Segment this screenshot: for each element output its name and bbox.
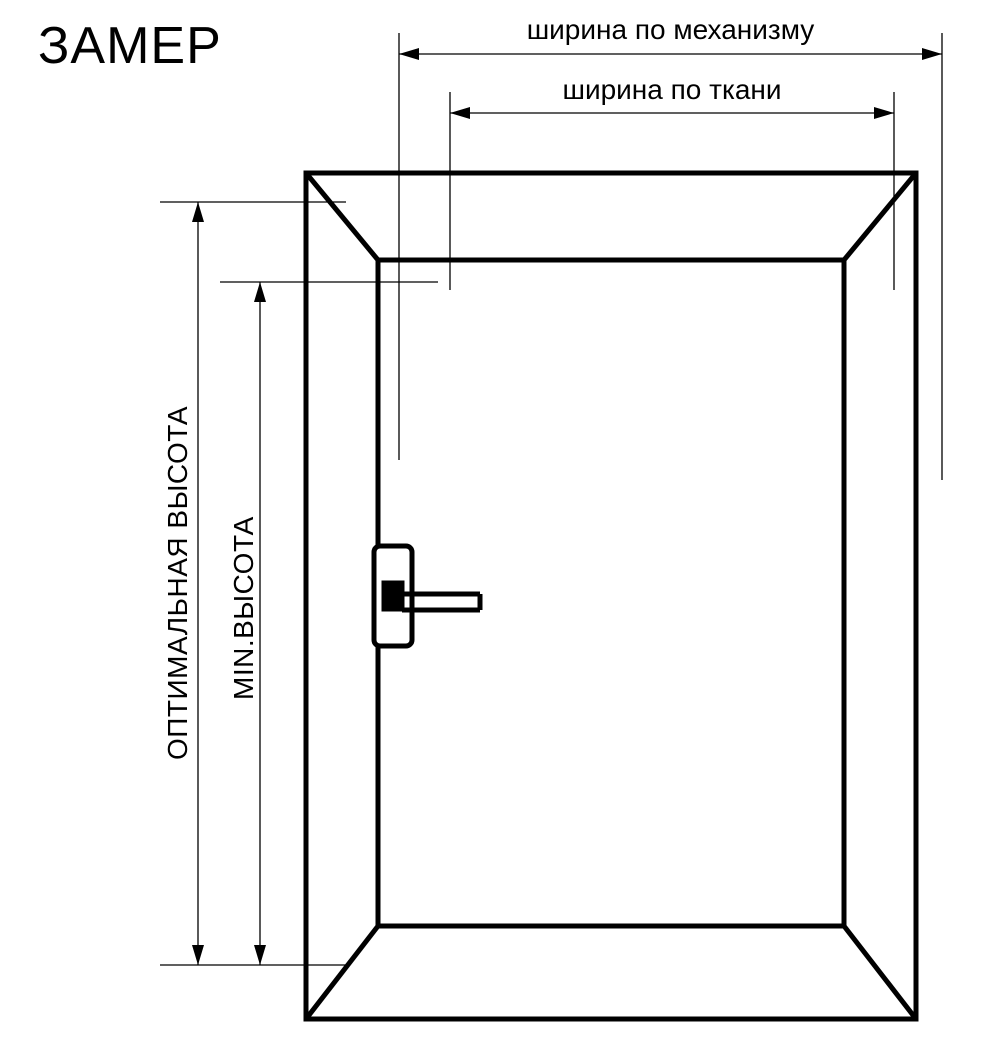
label-height-optimal: ОПТИМАЛЬНАЯ ВЫСОТА	[162, 406, 194, 760]
label-height-min: MIN.ВЫСОТА	[228, 516, 260, 700]
measurement-diagram	[0, 0, 1000, 1044]
label-width-mechanism: ширина по механизму	[399, 14, 942, 46]
label-width-fabric: ширина по ткани	[450, 74, 894, 106]
diagram-title: ЗАМЕР	[38, 16, 222, 76]
